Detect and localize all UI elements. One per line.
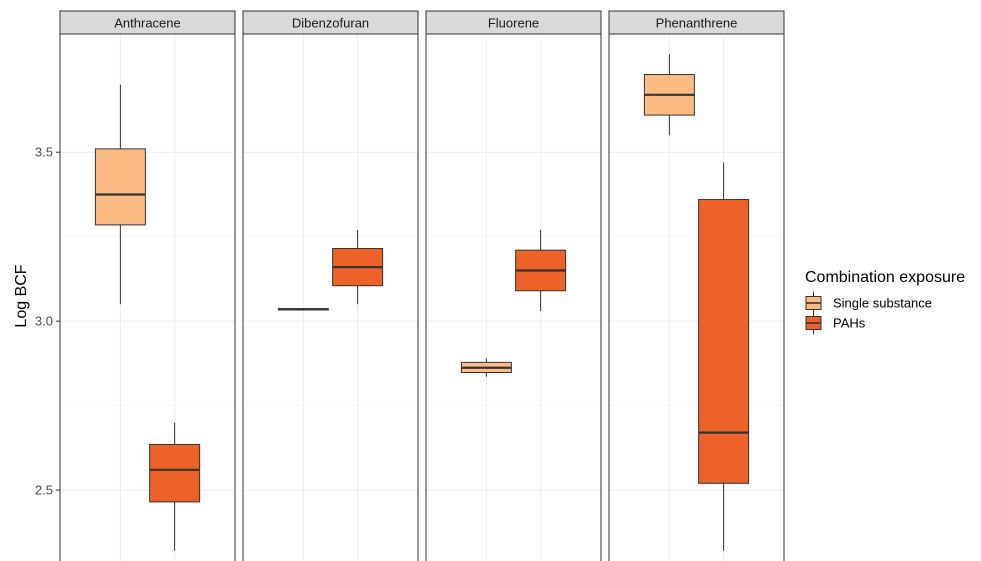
legend-entry-pahs: PAHs bbox=[805, 311, 866, 335]
panel-border bbox=[608, 33, 785, 561]
panel-background bbox=[426, 34, 601, 561]
y-tick-label: 3.0 bbox=[35, 314, 53, 329]
panel-border bbox=[425, 33, 602, 561]
box-body bbox=[149, 443, 201, 503]
legend: Combination exposure Single substance PAH… bbox=[805, 269, 965, 335]
box-pahs bbox=[149, 422, 201, 551]
panel-background bbox=[60, 34, 235, 561]
y-axis: 2.5 3.0 3.5 bbox=[35, 145, 60, 498]
panel-border bbox=[242, 33, 419, 561]
panel-background bbox=[243, 34, 418, 561]
y-tick-label: 3.5 bbox=[35, 145, 53, 160]
box-single-substance bbox=[643, 54, 695, 136]
box-body bbox=[698, 199, 750, 484]
legend-entry-single-substance: Single substance bbox=[805, 291, 932, 315]
legend-label: Single substance bbox=[833, 296, 932, 311]
y-axis-title: Log BCF bbox=[13, 264, 30, 327]
facet-strip-label: Phenanthrene bbox=[656, 16, 738, 31]
box-single-substance bbox=[277, 308, 329, 311]
panel-fluorene: Fluorene bbox=[425, 10, 602, 561]
box-pahs bbox=[698, 162, 750, 551]
panel-anthracene: Anthracene bbox=[59, 10, 236, 561]
facet-strip-label: Fluorene bbox=[488, 16, 539, 31]
legend-label: PAHs bbox=[833, 316, 866, 331]
box-pahs bbox=[515, 229, 567, 312]
box-single-substance bbox=[94, 84, 146, 305]
panel-border bbox=[59, 33, 236, 561]
facet-strip-label: Dibenzofuran bbox=[292, 16, 369, 31]
legend-entries: Single substance PAHs bbox=[805, 291, 932, 335]
box-pahs bbox=[332, 229, 384, 305]
legend-title: Combination exposure bbox=[805, 269, 965, 286]
panel-dibenzofuran: Dibenzofuran bbox=[242, 10, 419, 561]
y-tick-label: 2.5 bbox=[35, 483, 53, 498]
box-single-substance bbox=[460, 358, 512, 377]
box-body bbox=[94, 148, 146, 226]
facet-panels: Anthracene Dibenzofuran Fluorene Phenanthre… bbox=[59, 10, 785, 561]
facet-strip-label: Anthracene bbox=[114, 16, 181, 31]
panel-background bbox=[609, 34, 784, 561]
panel-phenanthrene: Phenanthrene bbox=[608, 10, 785, 561]
